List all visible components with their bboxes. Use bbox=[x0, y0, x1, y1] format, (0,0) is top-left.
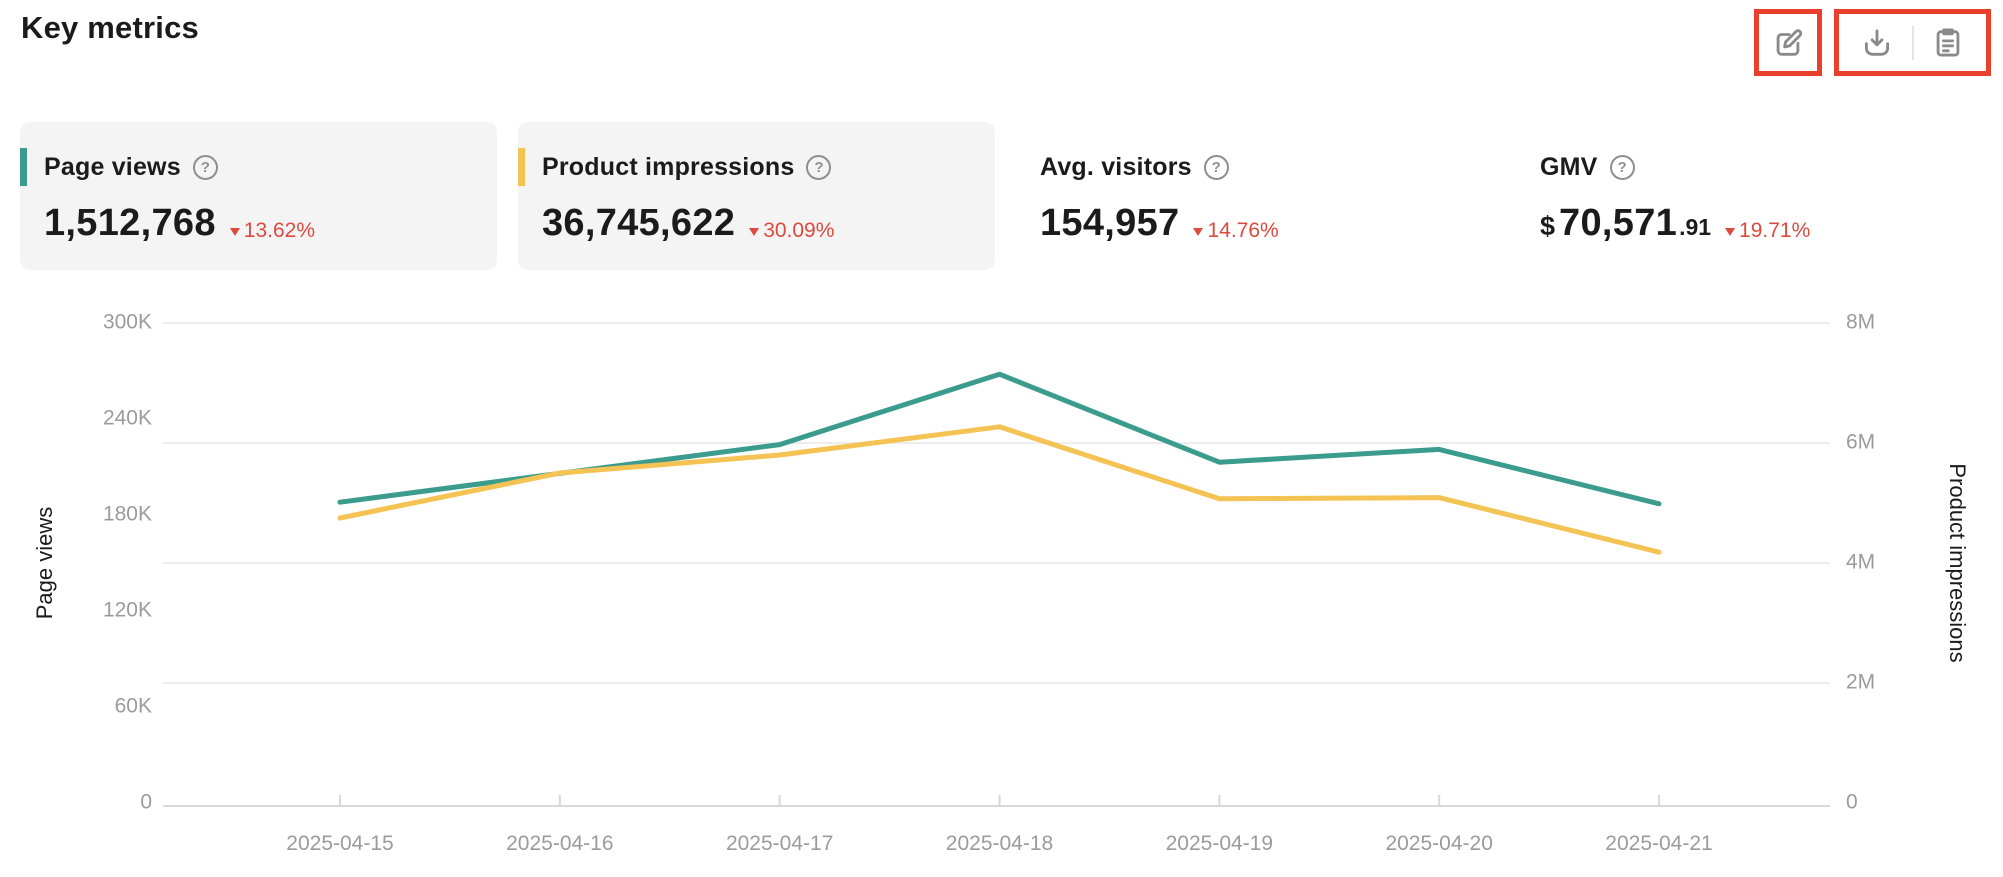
down-arrow-icon bbox=[749, 228, 760, 236]
down-arrow-icon bbox=[1193, 228, 1204, 236]
panel-header: Key metrics bbox=[0, 0, 2003, 122]
metric-label: Page views bbox=[44, 152, 181, 181]
down-arrow-icon bbox=[1725, 228, 1736, 236]
left-axis-title: Page views bbox=[32, 507, 57, 620]
x-axis-label: 2025-04-17 bbox=[726, 832, 833, 855]
page-views-line bbox=[337, 371, 1662, 507]
metric-value-decimal: .91 bbox=[1679, 214, 1712, 240]
right-axis-tick-label: 8M bbox=[1846, 311, 1875, 334]
metric-value: 36,745,622 bbox=[542, 202, 736, 244]
delta-badge: 30.09% bbox=[749, 219, 834, 243]
x-axis-label: 2025-04-21 bbox=[1605, 832, 1712, 855]
x-axis-label: 2025-04-18 bbox=[946, 832, 1053, 855]
delta-value: 30.09% bbox=[763, 219, 835, 242]
download-button[interactable] bbox=[1855, 21, 1899, 65]
toolbar-divider bbox=[1911, 25, 1914, 60]
delta-value: 19.71% bbox=[1739, 219, 1811, 242]
delta-value: 14.76% bbox=[1207, 219, 1279, 242]
currency-symbol: $ bbox=[1540, 211, 1556, 241]
edit-compose-icon bbox=[1776, 28, 1803, 56]
page-views-accent-bar bbox=[20, 148, 27, 186]
right-axis-title: Product impressions bbox=[1945, 463, 1970, 662]
right-axis-tick-label: 2M bbox=[1846, 671, 1875, 694]
x-axis-label: 2025-04-19 bbox=[1166, 832, 1273, 855]
right-axis-tick-label: 0 bbox=[1846, 791, 1858, 814]
left-axis-tick-label: 180K bbox=[103, 503, 152, 526]
metric-card-avg-visitors: Avg. visitors ? 154,957 14.76% bbox=[1040, 122, 1495, 270]
left-axis-tick-label: 120K bbox=[103, 599, 152, 622]
metric-value: 1,512,768 bbox=[44, 202, 216, 244]
x-axis-label: 2025-04-20 bbox=[1385, 832, 1492, 855]
right-axis-tick-label: 6M bbox=[1846, 431, 1875, 454]
metric-cards-row: Page views ? 1,512,768 13.62% Product im… bbox=[0, 122, 2003, 270]
left-axis-tick-label: 240K bbox=[103, 407, 152, 430]
help-icon[interactable]: ? bbox=[806, 154, 832, 180]
delta-badge: 14.76% bbox=[1193, 219, 1279, 243]
metric-value: 70,571 bbox=[1559, 202, 1678, 244]
clipboard-icon bbox=[1936, 28, 1960, 56]
left-axis-tick-label: 0 bbox=[140, 791, 152, 814]
left-axis-tick-label: 300K bbox=[103, 311, 152, 334]
x-axis-label: 2025-04-16 bbox=[506, 832, 613, 855]
right-axis-tick-label: 4M bbox=[1846, 551, 1875, 574]
annotation-box-edit bbox=[1754, 9, 1822, 76]
delta-badge: 13.62% bbox=[229, 219, 315, 243]
metric-card-product-impressions: Product impressions ? 36,745,622 30.09% bbox=[518, 122, 995, 270]
report-button[interactable] bbox=[1926, 21, 1970, 65]
delta-value: 13.62% bbox=[243, 219, 315, 242]
product-impressions-accent-bar bbox=[518, 148, 525, 186]
help-icon[interactable]: ? bbox=[1203, 154, 1229, 180]
delta-badge: 19.71% bbox=[1725, 219, 1810, 243]
page-title: Key metrics bbox=[21, 10, 199, 45]
metric-card-page-views: Page views ? 1,512,768 13.62% bbox=[20, 122, 497, 270]
product-impressions-line bbox=[337, 424, 1662, 555]
metric-label: GMV bbox=[1540, 152, 1598, 181]
metric-label: Product impressions bbox=[542, 152, 795, 181]
down-arrow-icon bbox=[229, 228, 240, 236]
metric-card-gmv: GMV ? $ 70,571 .91 19.71% bbox=[1540, 122, 1983, 270]
edit-button[interactable] bbox=[1766, 21, 1810, 65]
metric-label: Avg. visitors bbox=[1040, 152, 1192, 181]
help-icon[interactable]: ? bbox=[192, 154, 218, 180]
left-axis-tick-label: 60K bbox=[115, 695, 152, 718]
help-icon[interactable]: ? bbox=[1609, 154, 1635, 180]
download-icon bbox=[1864, 29, 1890, 56]
x-axis-label: 2025-04-15 bbox=[286, 832, 393, 855]
annotation-box-tools bbox=[1834, 9, 1991, 76]
metric-value: 154,957 bbox=[1040, 202, 1180, 244]
